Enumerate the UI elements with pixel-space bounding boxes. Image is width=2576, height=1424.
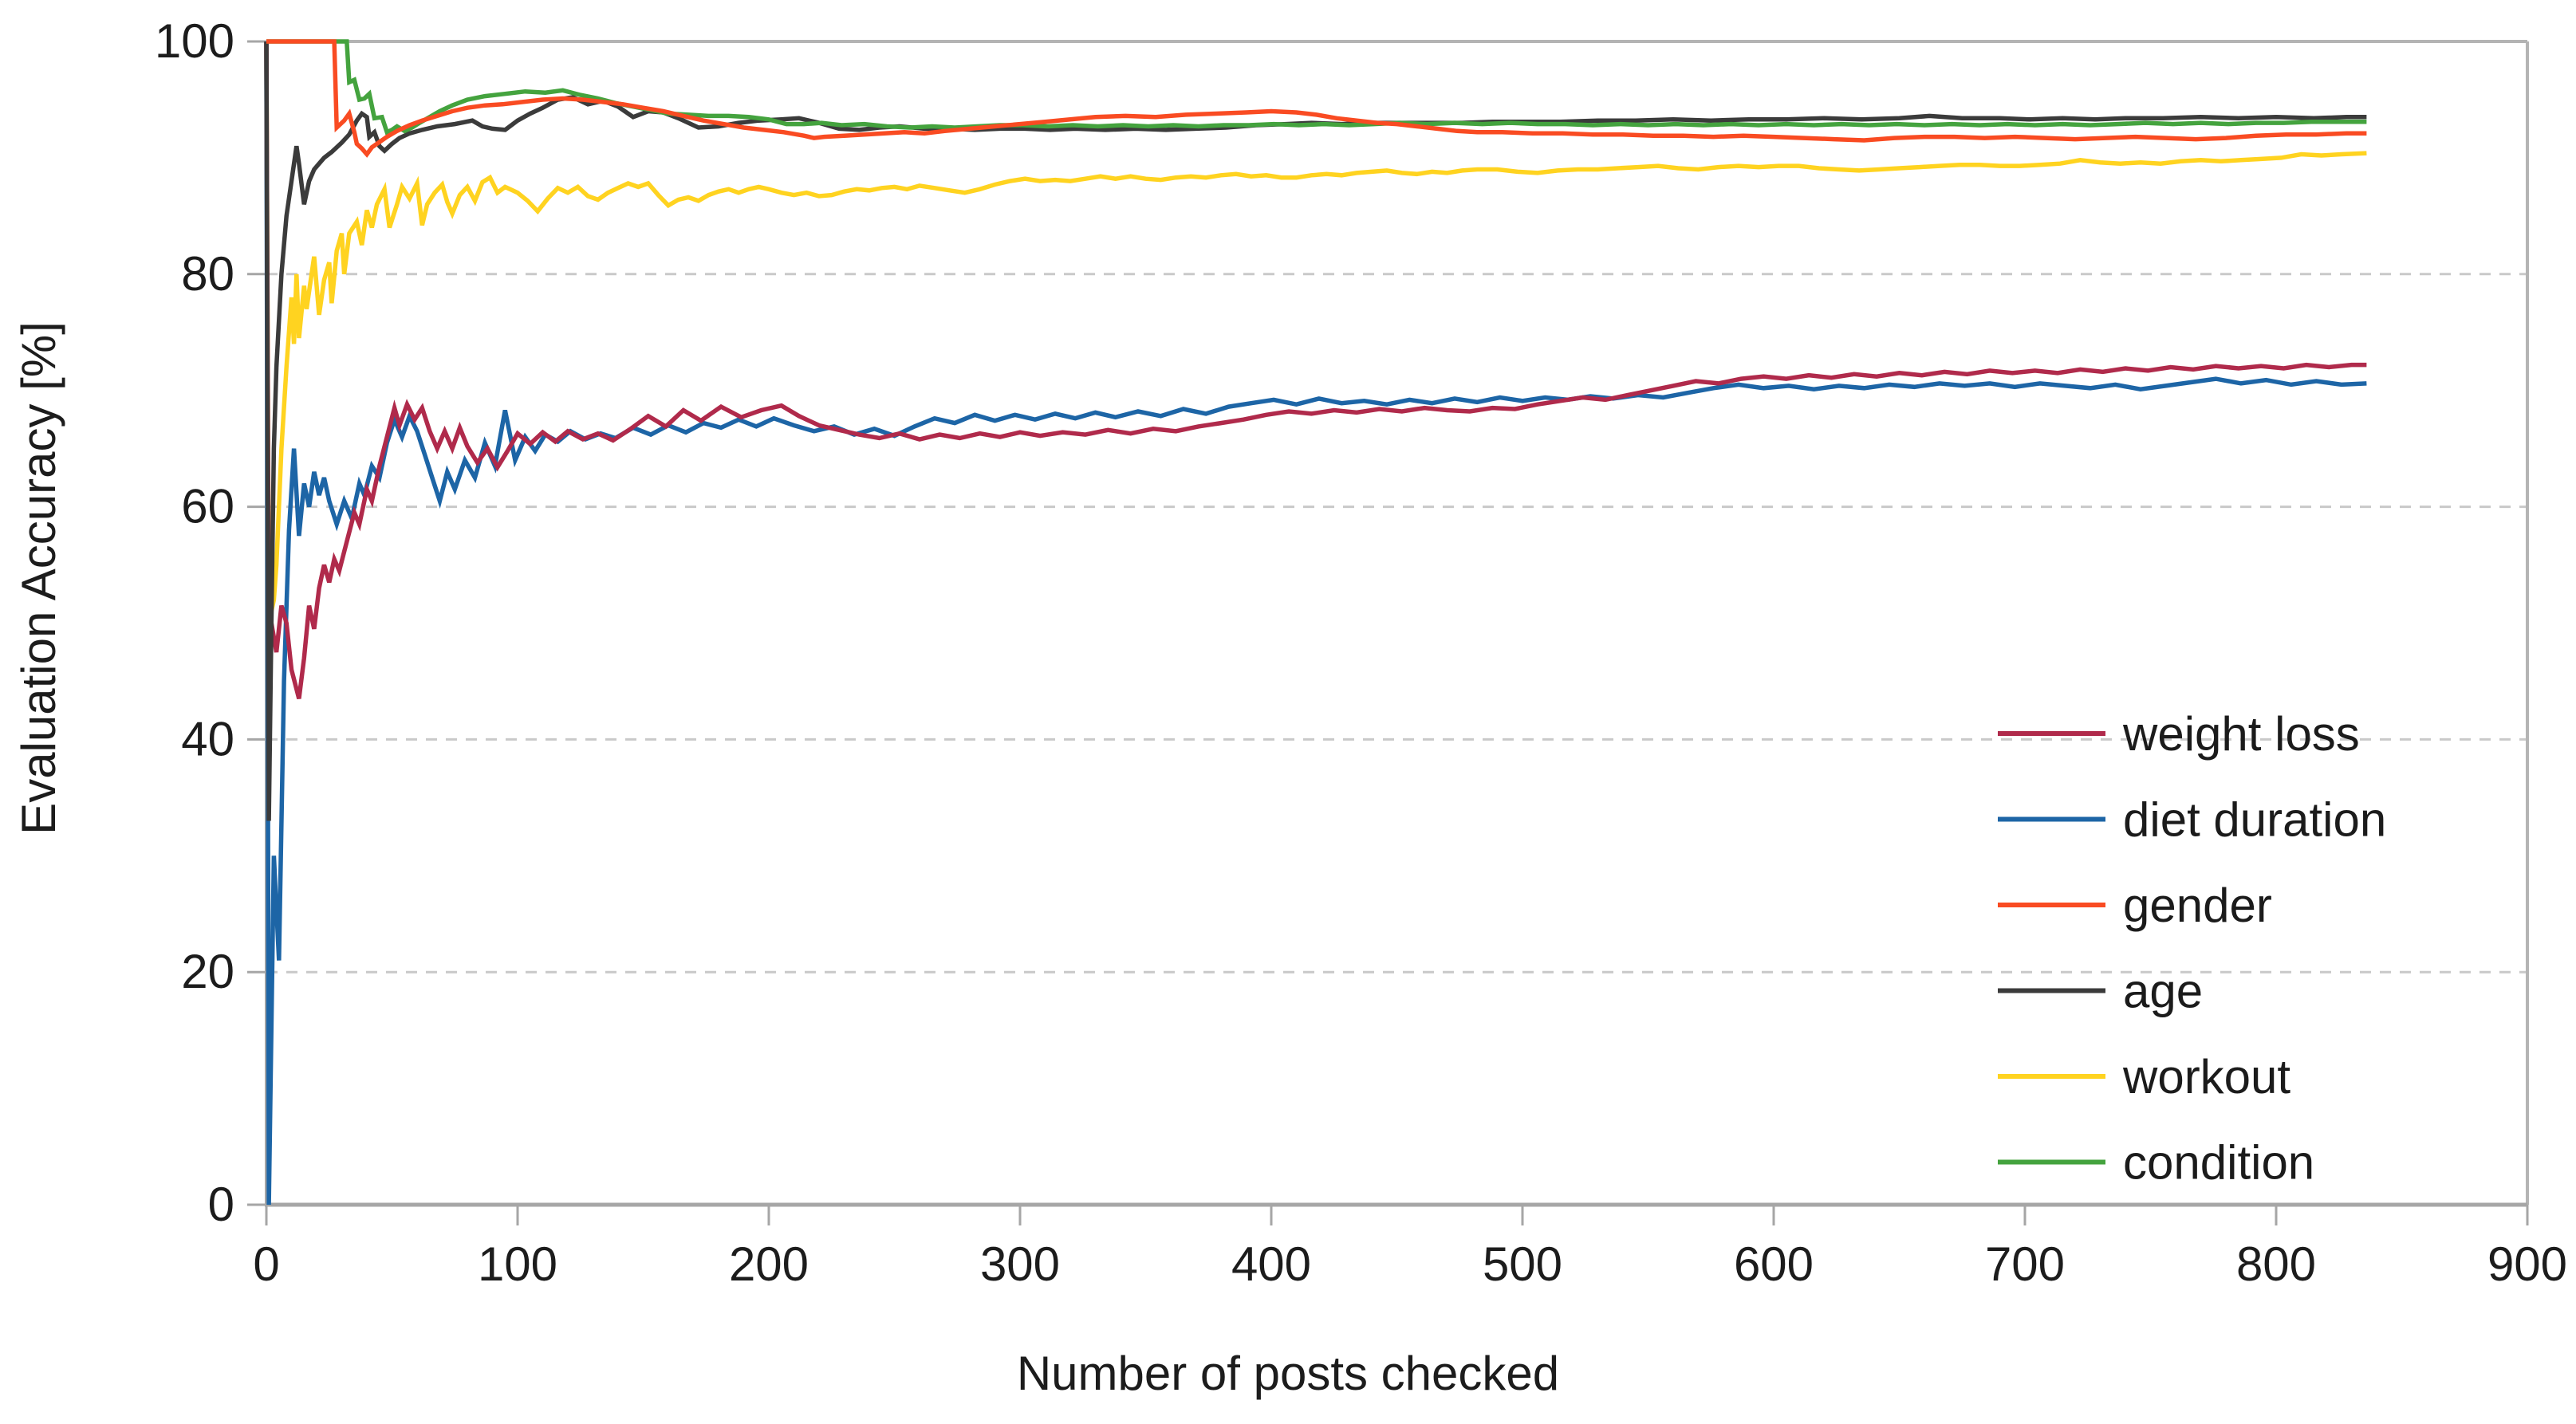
legend-label-workout: workout	[2122, 1050, 2290, 1103]
series-line-workout	[264, 41, 2367, 624]
y-tick-label-20: 20	[181, 945, 234, 998]
x-tick-label-800: 800	[2236, 1237, 2316, 1291]
legend-label-condition: condition	[2123, 1136, 2314, 1190]
y-tick-label-60: 60	[181, 480, 234, 533]
y-axis-title: Evaluation Accuracy [%]	[12, 321, 65, 835]
legend-label-age: age	[2123, 965, 2203, 1018]
y-tick-label-0: 0	[208, 1178, 234, 1231]
legend-label-gender: gender	[2123, 879, 2272, 932]
series-line-age	[264, 41, 2367, 821]
series-line-diet-duration	[264, 41, 2367, 1206]
series-line-weight-loss	[264, 41, 2367, 699]
legend-label-diet-duration: diet duration	[2123, 793, 2386, 847]
x-tick-label-400: 400	[1231, 1237, 1311, 1291]
x-tick-label-700: 700	[1985, 1237, 2065, 1291]
y-tick-label-40: 40	[181, 712, 234, 765]
x-tick-label-300: 300	[980, 1237, 1060, 1291]
x-tick-label-600: 600	[1734, 1237, 1814, 1291]
x-tick-label-200: 200	[729, 1237, 809, 1291]
x-tick-label-0: 0	[253, 1237, 279, 1291]
y-tick-label-100: 100	[155, 14, 234, 68]
series-line-gender	[266, 39, 2367, 158]
legend-label-weight-loss: weight loss	[2122, 707, 2360, 761]
x-tick-label-500: 500	[1483, 1237, 1562, 1291]
x-axis-title: Number of posts checked	[1016, 1347, 1560, 1400]
series-line-condition	[266, 39, 2367, 136]
x-tick-label-100: 100	[478, 1237, 557, 1291]
x-tick-label-900: 900	[2487, 1237, 2567, 1291]
y-tick-label-80: 80	[181, 247, 234, 301]
